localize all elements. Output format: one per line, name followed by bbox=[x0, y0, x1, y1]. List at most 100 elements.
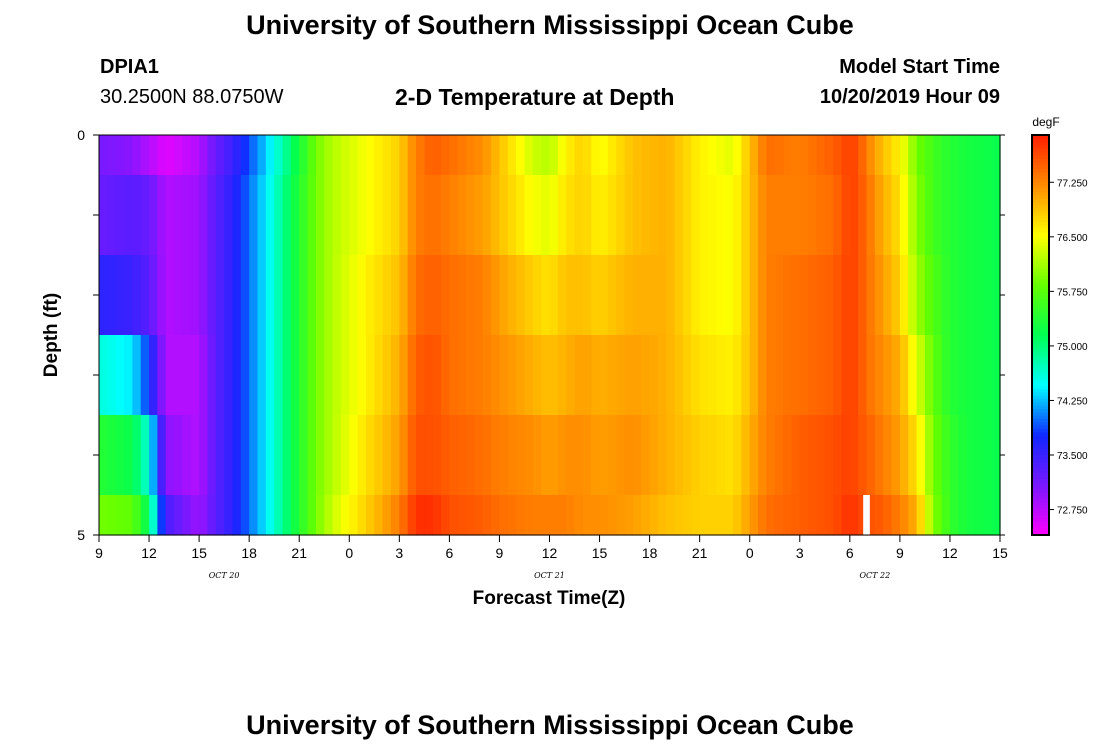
heatmap-cell bbox=[941, 415, 951, 496]
colorbar-segment bbox=[1032, 135, 1049, 139]
heatmap-cell bbox=[466, 415, 476, 496]
heatmap-cell bbox=[482, 175, 492, 256]
heatmap-cell bbox=[816, 135, 826, 176]
heatmap-cell bbox=[274, 415, 284, 496]
heatmap-cell bbox=[240, 255, 250, 336]
colorbar-segment bbox=[1032, 221, 1049, 226]
heatmap-cell bbox=[441, 255, 450, 336]
heatmap-cell bbox=[908, 175, 918, 256]
heatmap-cell bbox=[449, 255, 459, 336]
heatmap-cell bbox=[874, 335, 884, 416]
heatmap-cell bbox=[165, 335, 175, 416]
heatmap-cell bbox=[249, 495, 259, 536]
heatmap-cell bbox=[958, 415, 968, 496]
colorbar-segment bbox=[1032, 475, 1049, 479]
heatmap-cell bbox=[541, 175, 551, 256]
heatmap-cell bbox=[741, 255, 751, 336]
heatmap-cell bbox=[991, 335, 1001, 416]
heatmap-cell bbox=[924, 175, 934, 256]
heatmap-cell bbox=[349, 255, 359, 336]
heatmap-cell bbox=[332, 415, 342, 496]
colorbar-segment bbox=[1032, 308, 1049, 313]
colorbar-tick-label: 76.500 bbox=[1057, 233, 1088, 244]
heatmap-cell bbox=[416, 415, 425, 496]
heatmap-cell bbox=[199, 335, 209, 416]
heatmap-cell bbox=[708, 335, 717, 416]
heatmap-cell bbox=[841, 175, 851, 256]
heatmap-cell bbox=[416, 135, 425, 176]
heatmap-cell bbox=[991, 255, 1001, 336]
heatmap-cell bbox=[616, 135, 626, 176]
heatmap-cell bbox=[691, 255, 701, 336]
colorbar-segment bbox=[1032, 165, 1049, 169]
heatmap-cell bbox=[315, 335, 325, 416]
colorbar-segment bbox=[1032, 301, 1049, 306]
heatmap-cell bbox=[974, 255, 984, 336]
heatmap-cell bbox=[883, 175, 893, 256]
colorbar-segment bbox=[1032, 491, 1049, 496]
heatmap-cell bbox=[307, 255, 317, 336]
heatmap-cell bbox=[799, 255, 809, 336]
heatmap-cell bbox=[482, 415, 492, 496]
heatmap-cell bbox=[532, 255, 542, 336]
heatmap-cell bbox=[874, 135, 884, 176]
heatmap-cell bbox=[799, 135, 809, 176]
heatmap-cell bbox=[899, 135, 909, 176]
heatmap-cell bbox=[541, 135, 551, 176]
heatmap-cell bbox=[758, 135, 767, 176]
heatmap-cell bbox=[99, 175, 108, 256]
colorbar-segment bbox=[1032, 341, 1049, 346]
heatmap-cell bbox=[174, 415, 184, 496]
colorbar-segment bbox=[1032, 355, 1049, 359]
colorbar-segment bbox=[1032, 458, 1049, 463]
heatmap-cell bbox=[432, 175, 442, 256]
heatmap-cell bbox=[257, 415, 267, 496]
heatmap-cell bbox=[741, 135, 751, 176]
heatmap-cell bbox=[349, 175, 359, 256]
heatmap-cell bbox=[541, 255, 551, 336]
heatmap-cell bbox=[849, 135, 859, 176]
heatmap-cell bbox=[240, 495, 250, 536]
heatmap-cell bbox=[841, 135, 851, 176]
heatmap-cell bbox=[599, 255, 609, 336]
heatmap-cell bbox=[407, 135, 417, 176]
heatmap-cell bbox=[457, 495, 467, 536]
colorbar-tick-label: 75.750 bbox=[1057, 287, 1088, 298]
heatmap-cell bbox=[407, 255, 417, 336]
heatmap-cell bbox=[199, 495, 209, 536]
heatmap-cell bbox=[883, 135, 893, 176]
heatmap-cell bbox=[616, 335, 626, 416]
y-axis-label: Depth (ft) bbox=[41, 293, 62, 377]
heatmap-cell bbox=[182, 415, 192, 496]
station-id: DPIA1 bbox=[100, 56, 159, 78]
heatmap-cell bbox=[849, 175, 859, 256]
heatmap-cell bbox=[457, 135, 467, 176]
heatmap-cell bbox=[574, 255, 584, 336]
heatmap-cell bbox=[708, 175, 717, 256]
heatmap-cell bbox=[240, 415, 250, 496]
heatmap-cell bbox=[299, 495, 309, 536]
heatmap-cell bbox=[791, 415, 801, 496]
heatmap-cell bbox=[941, 335, 951, 416]
heatmap-cell bbox=[657, 255, 667, 336]
heatmap-cell bbox=[933, 175, 943, 256]
colorbar-segment bbox=[1032, 201, 1049, 206]
heatmap-cell bbox=[374, 135, 384, 176]
heatmap-cell bbox=[766, 415, 776, 496]
heatmap-cell bbox=[783, 415, 793, 496]
heatmap-cell bbox=[282, 335, 292, 416]
heatmap-cell bbox=[140, 175, 150, 256]
heatmap-cell bbox=[874, 175, 884, 256]
heatmap-cell bbox=[908, 495, 918, 536]
colorbar-segment bbox=[1032, 198, 1049, 203]
heatmap-cell bbox=[691, 175, 701, 256]
heatmap-cell bbox=[491, 335, 501, 416]
heatmap-cell bbox=[966, 255, 976, 336]
heatmap-cell bbox=[591, 175, 601, 256]
heatmap-cell bbox=[657, 495, 667, 536]
heatmap-cell bbox=[574, 415, 584, 496]
heatmap-cell bbox=[424, 175, 434, 256]
heatmap-cell bbox=[524, 335, 534, 416]
heatmap-cell bbox=[641, 335, 651, 416]
heatmap-cell bbox=[140, 335, 150, 416]
